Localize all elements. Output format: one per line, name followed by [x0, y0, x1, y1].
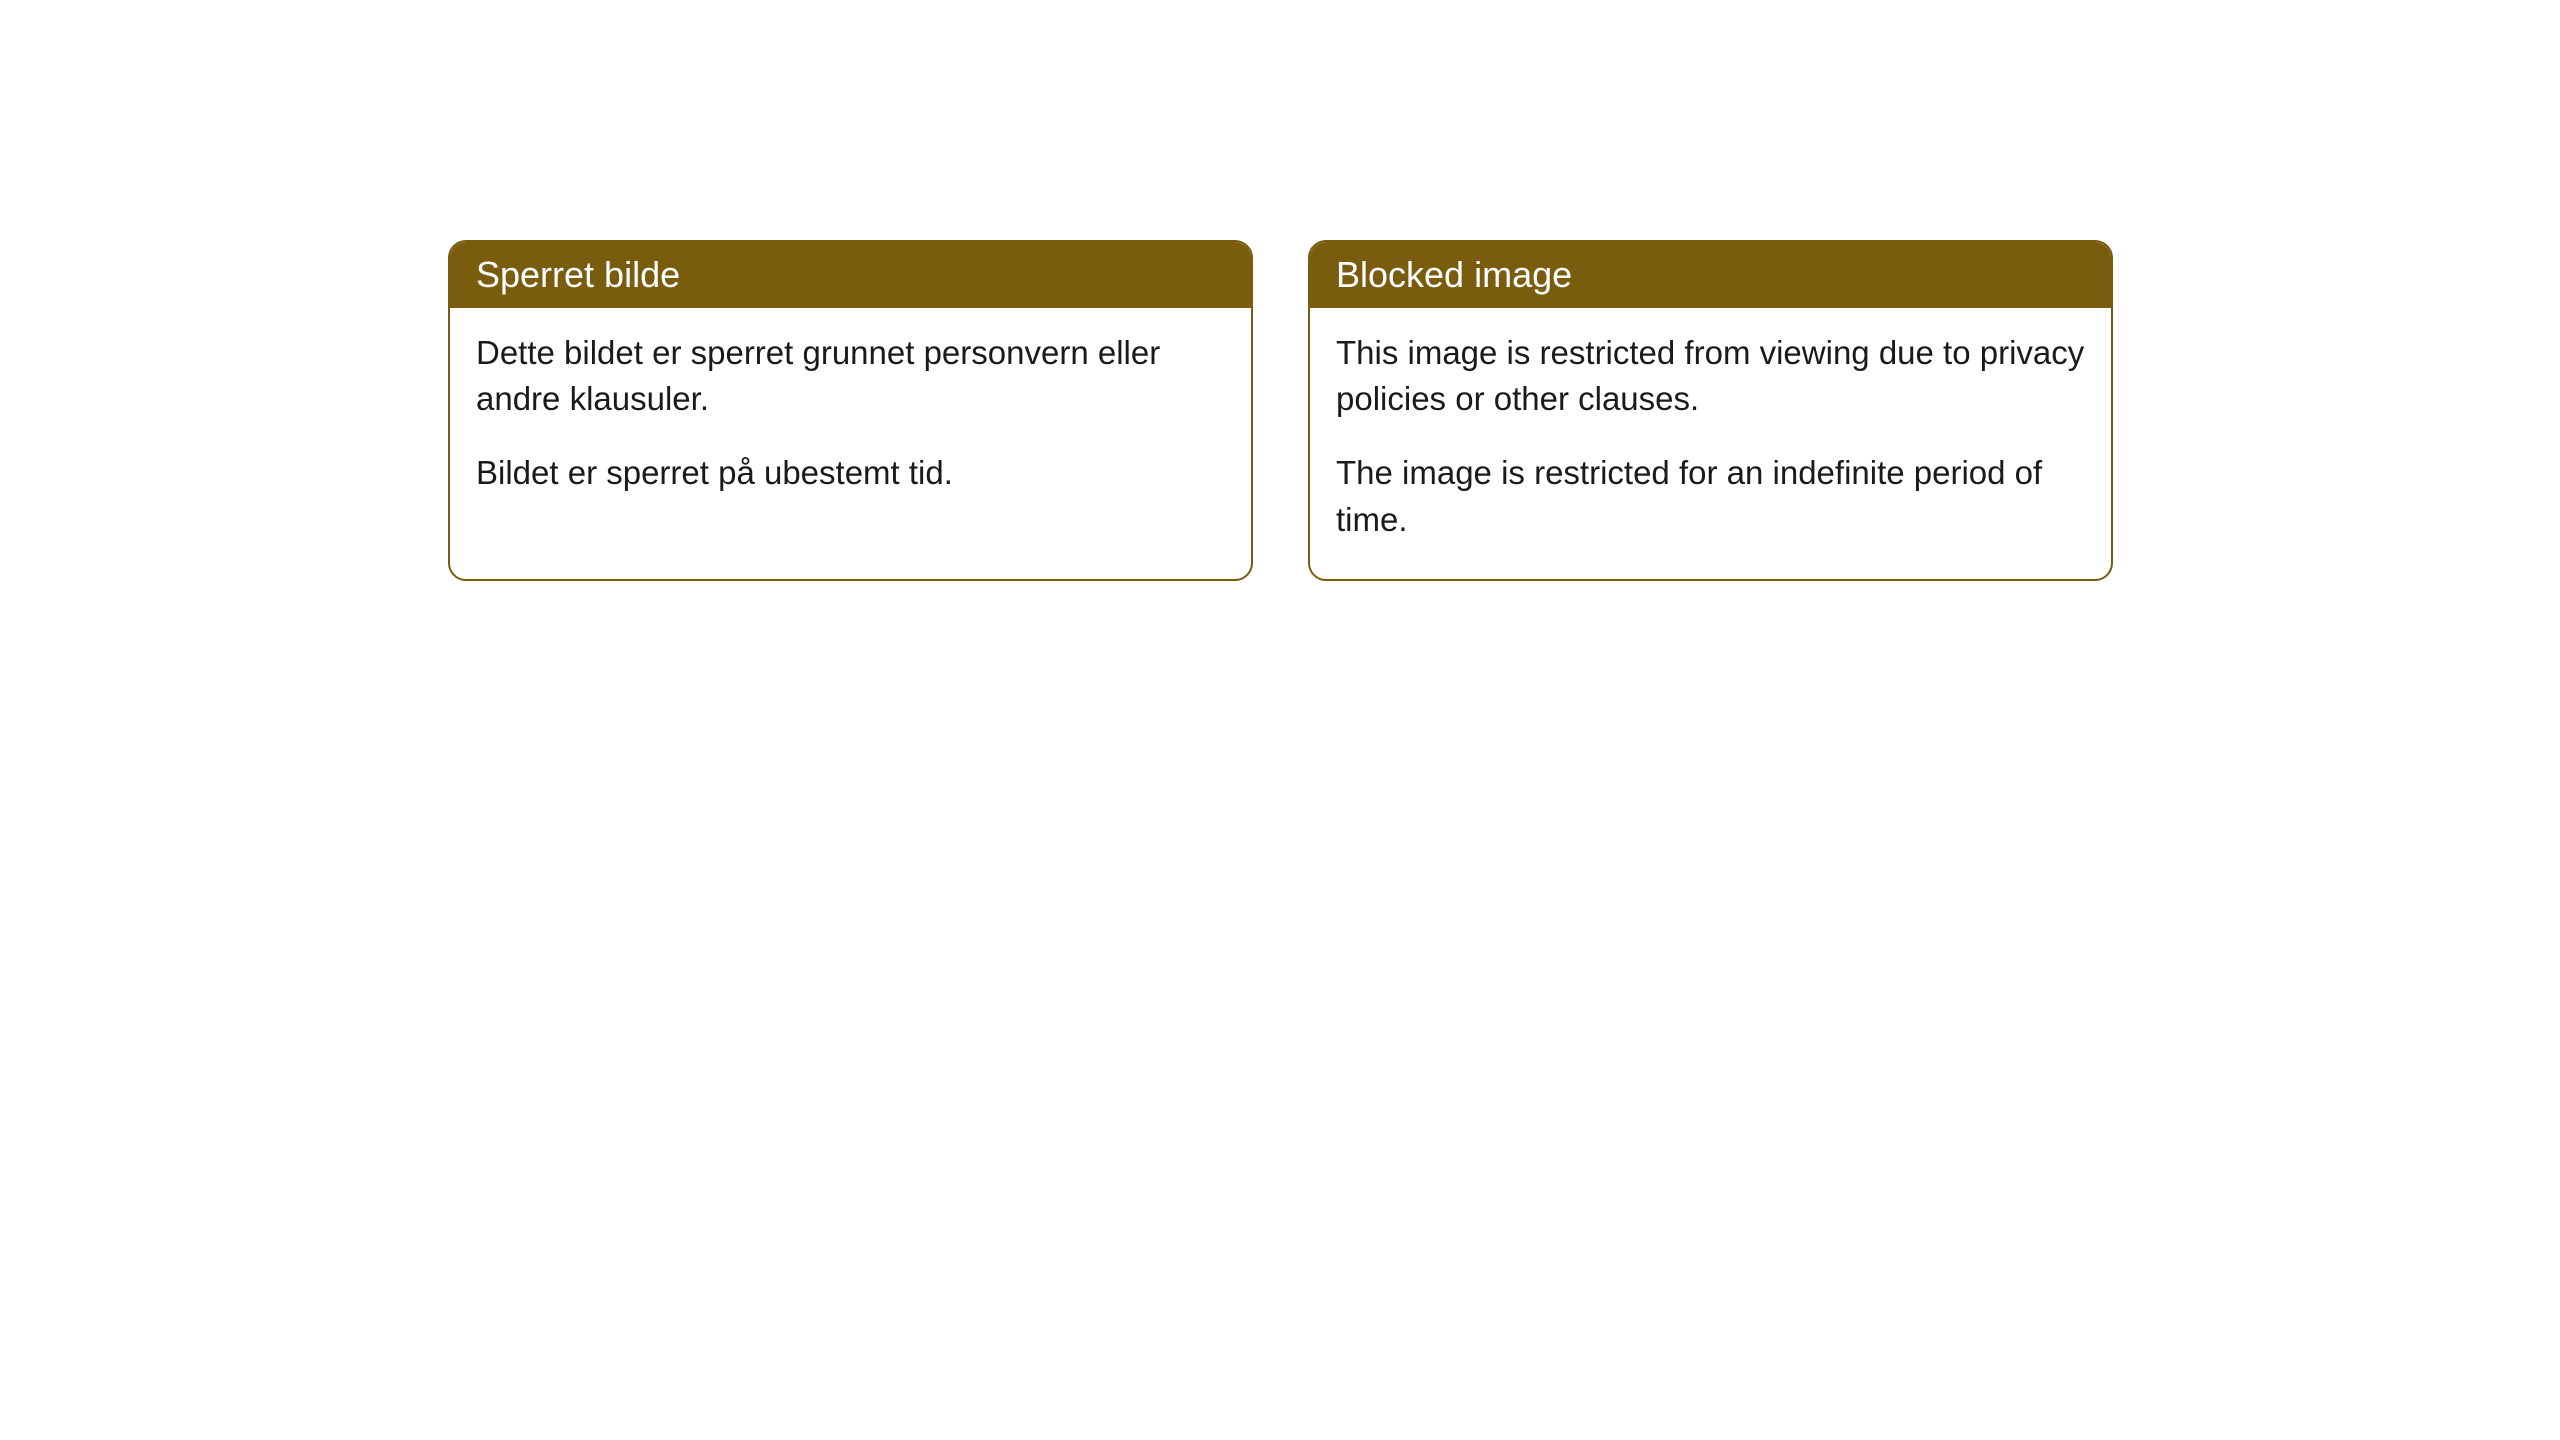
notice-paragraph: The image is restricted for an indefinit… [1336, 450, 2085, 542]
notice-body-english: This image is restricted from viewing du… [1310, 308, 2111, 579]
notice-header-norwegian: Sperret bilde [450, 242, 1251, 308]
notice-header-english: Blocked image [1310, 242, 2111, 308]
notice-container: Sperret bilde Dette bildet er sperret gr… [0, 0, 2560, 581]
notice-paragraph: Dette bildet er sperret grunnet personve… [476, 330, 1225, 422]
notice-card-english: Blocked image This image is restricted f… [1308, 240, 2113, 581]
notice-title: Sperret bilde [476, 254, 680, 295]
notice-title: Blocked image [1336, 254, 1572, 295]
notice-paragraph: This image is restricted from viewing du… [1336, 330, 2085, 422]
notice-paragraph: Bildet er sperret på ubestemt tid. [476, 450, 1225, 496]
notice-card-norwegian: Sperret bilde Dette bildet er sperret gr… [448, 240, 1253, 581]
notice-body-norwegian: Dette bildet er sperret grunnet personve… [450, 308, 1251, 533]
